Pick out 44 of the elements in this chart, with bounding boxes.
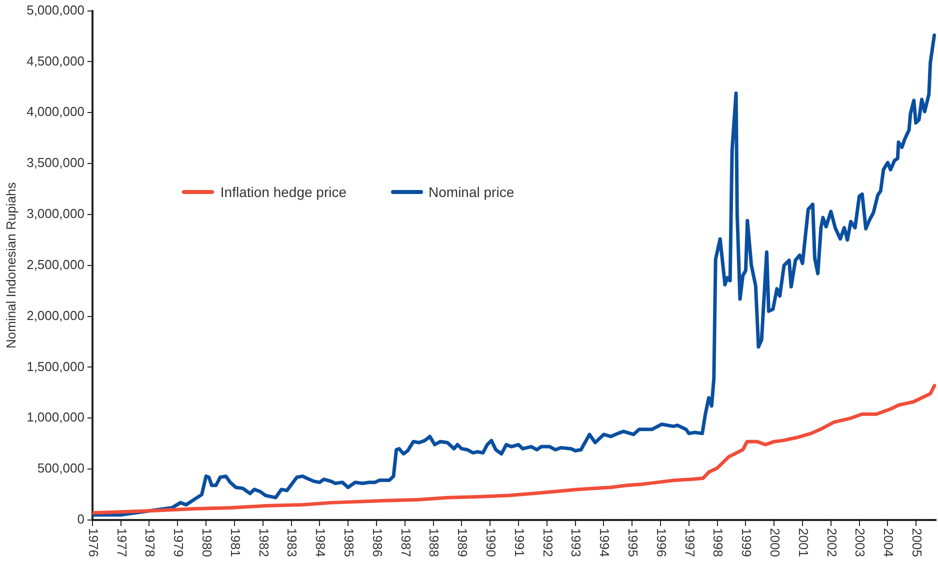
x-tick-label: 1992 — [540, 528, 556, 557]
y-tick-label: 4,500,000 — [26, 53, 84, 68]
x-tick-label: 1997 — [682, 528, 698, 557]
x-tick-label: 1979 — [171, 528, 186, 557]
x-tick-label: 1984 — [313, 528, 328, 557]
x-tick-label: 1989 — [455, 528, 470, 557]
x-tick-label: 1976 — [86, 528, 101, 557]
legend-label: Inflation hedge price — [220, 184, 347, 200]
x-tick-label: 2002 — [824, 528, 840, 557]
x-tick-label: 1978 — [142, 528, 158, 557]
x-tick-label: 2003 — [852, 528, 868, 557]
x-tick-label: 1987 — [398, 528, 414, 557]
x-tick-label: 1986 — [370, 528, 385, 557]
x-tick-label: 1996 — [654, 528, 669, 557]
y-axis-title: Nominal Indonesian Rupiahs — [3, 182, 18, 349]
x-tick-label: 2001 — [796, 528, 811, 557]
y-tick-label: 500,000 — [37, 460, 84, 476]
x-tick-label: 1977 — [114, 528, 130, 557]
y-tick-label: 1,500,000 — [26, 358, 84, 374]
x-tick-label: 1980 — [199, 528, 214, 557]
x-tick-label: 2000 — [768, 528, 783, 557]
x-tick-label: 1985 — [341, 528, 356, 557]
x-tick-label: 1998 — [710, 528, 726, 557]
x-tick-label: 1994 — [597, 528, 612, 557]
x-tick-label: 1983 — [284, 528, 300, 557]
x-tick-label: 1988 — [426, 528, 442, 557]
y-tick-label: 3,500,000 — [26, 155, 84, 170]
x-tick-label: 1990 — [483, 528, 498, 557]
x-tick-label: 1982 — [256, 528, 272, 557]
x-tick-label: 2005 — [910, 528, 925, 557]
x-tick-label: 1991 — [512, 528, 527, 557]
y-tick-label: 2,000,000 — [26, 308, 84, 323]
y-tick-label: 2,500,000 — [26, 256, 84, 272]
x-tick-label: 1993 — [568, 528, 584, 557]
y-tick-label: 0 — [77, 512, 84, 527]
y-tick-label: 4,000,000 — [26, 104, 84, 120]
x-tick-label: 2004 — [881, 528, 896, 557]
y-tick-label: 1,000,000 — [26, 410, 84, 425]
y-tick-label: 5,000,000 — [26, 2, 84, 18]
x-tick-label: 1995 — [626, 528, 641, 557]
x-tick-label: 1999 — [739, 528, 754, 557]
y-tick-label: 3,000,000 — [26, 206, 84, 222]
legend-label: Nominal price — [428, 184, 514, 200]
x-tick-label: 1981 — [228, 528, 243, 557]
